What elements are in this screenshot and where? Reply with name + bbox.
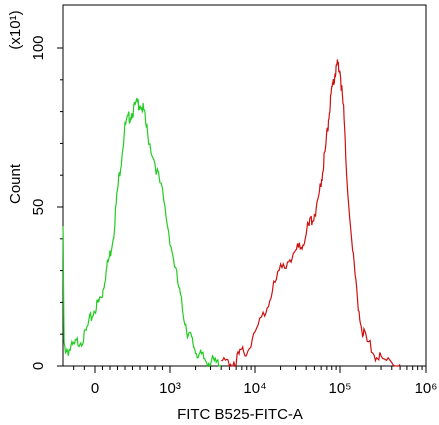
plot-frame (62, 4, 427, 367)
y-tick-label: 50 (30, 199, 47, 216)
y-tick-label: 100 (30, 35, 47, 60)
x-tick-label: 10³ (159, 380, 181, 397)
y-axis: 0 50 100 (30, 35, 63, 370)
x-tick-label: 0 (91, 380, 99, 397)
x-axis-label: FITC B525-FITC-A (177, 406, 303, 423)
x-axis: 0 10³ 10⁴ 10⁵ 10⁶ (73, 366, 438, 397)
series-green-line (62, 97, 222, 368)
x-tick-label: 10⁶ (415, 380, 438, 397)
series-layer (62, 59, 401, 368)
x-tick-label: 10⁵ (329, 380, 352, 397)
x-tick-label: 10⁴ (243, 380, 266, 397)
series-red-line (221, 59, 401, 368)
y-scale-label: (x10¹) (7, 10, 24, 49)
y-tick-label: 0 (30, 362, 47, 370)
y-axis-label: Count (7, 163, 24, 204)
